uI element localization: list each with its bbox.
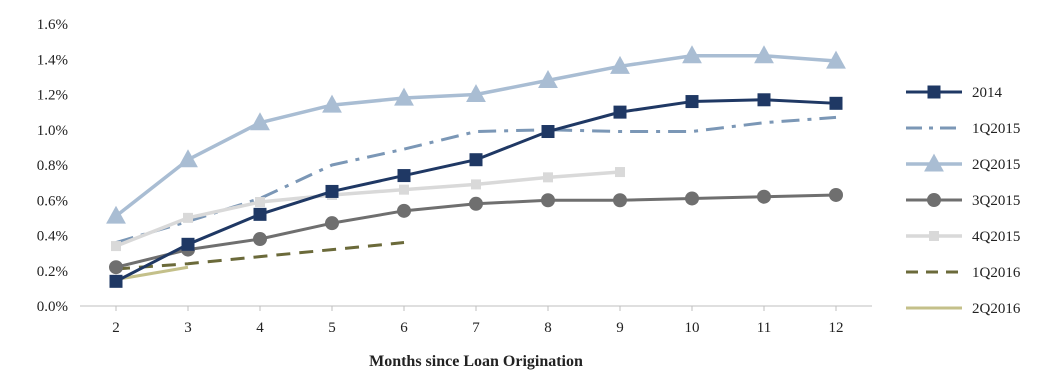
data-point [255,197,265,208]
legend-item: 3Q2015 [906,193,1020,209]
data-point [754,45,774,64]
data-point [543,172,553,183]
legend-item: 2014 [906,85,1003,101]
data-point [613,193,627,208]
data-point [325,184,339,198]
x-tick-label: 2 [112,320,120,336]
y-tick-label: 0.4% [37,229,68,245]
data-point [541,193,555,208]
legend-label: 1Q2015 [972,121,1020,137]
y-tick-label: 0.2% [37,264,68,280]
series-2Q2016 [115,265,189,282]
x-axis-title: Months since Loan Origination [369,353,583,370]
y-tick-label: 0.6% [37,193,68,209]
data-point [757,189,771,204]
y-tick-label: 1.6% [37,17,68,33]
data-point [826,50,846,69]
series-2Q2015 [106,45,846,224]
legend-label: 2014 [972,85,1003,101]
x-tick-label: 7 [472,320,480,336]
data-point [613,105,627,119]
data-point [466,84,486,103]
y-tick-label: 1.4% [37,52,68,68]
series-line [115,170,621,248]
series-layer [106,45,846,288]
data-point [253,207,267,221]
data-point [109,274,123,288]
data-point [183,212,193,223]
x-tick-label: 5 [328,320,336,336]
x-tick-label: 6 [400,320,408,336]
data-point [322,94,342,113]
series-2014 [109,93,843,288]
data-point [469,196,483,211]
data-point [469,153,483,167]
data-point [106,205,126,224]
legend-label: 2Q2015 [972,157,1020,173]
x-tick-label: 8 [544,320,552,336]
series-line [115,98,837,283]
series-1Q2016 [115,241,405,271]
legend-label: 1Q2016 [972,265,1021,281]
legend-label: 3Q2015 [972,193,1020,209]
data-point [111,241,121,252]
legend-item: 4Q2015 [906,229,1020,245]
series-line [115,265,189,282]
x-tick-label: 11 [757,320,771,336]
legend: 2014 1Q2015 2Q2015 3Q2015 4Q2015 1Q2016 2Q2016 [906,85,1021,317]
series-line [115,241,405,271]
y-tick-label: 0.8% [37,158,68,174]
legend-item: 1Q2015 [906,121,1020,137]
legend-item: 2Q2015 [906,153,1020,173]
data-point [471,179,481,190]
x-axis-ticks: 2 3 4 5 6 7 8 9 10 11 12 [112,306,844,336]
legend-label: 2Q2016 [972,301,1021,317]
legend-marker [929,231,939,241]
y-axis-ticks: 0.0% 0.2% 0.4% 0.6% 0.8% 1.0% 1.2% 1.4% 1.6% [37,17,68,315]
data-point [399,184,409,195]
x-tick-label: 9 [616,320,624,336]
data-point [394,87,414,106]
data-point [538,69,558,88]
data-point [757,93,771,107]
x-tick-label: 10 [685,320,700,336]
legend-item: 1Q2016 [906,265,1021,281]
data-point [829,187,843,202]
legend-marker [927,85,941,99]
data-point [829,96,843,110]
data-point [250,112,270,131]
data-point [541,125,555,139]
legend-marker [927,193,941,207]
data-point [178,149,198,168]
data-point [685,191,699,206]
x-tick-label: 12 [829,320,844,336]
series-line [114,53,837,218]
legend-marker [924,153,944,172]
data-point [253,232,267,247]
y-tick-label: 1.0% [37,123,68,139]
data-point [109,260,123,275]
data-point [181,237,195,251]
y-tick-label: 1.2% [37,88,68,104]
data-point [685,95,699,109]
data-point [325,216,339,231]
x-tick-label: 4 [256,320,264,336]
y-tick-label: 0.0% [37,299,68,315]
data-point [397,203,411,218]
legend-item: 2Q2016 [906,301,1021,317]
data-point [682,45,702,64]
legend-label: 4Q2015 [972,229,1020,245]
data-point [610,55,630,74]
data-point [397,169,411,183]
x-tick-label: 3 [184,320,192,336]
data-point [615,167,625,178]
